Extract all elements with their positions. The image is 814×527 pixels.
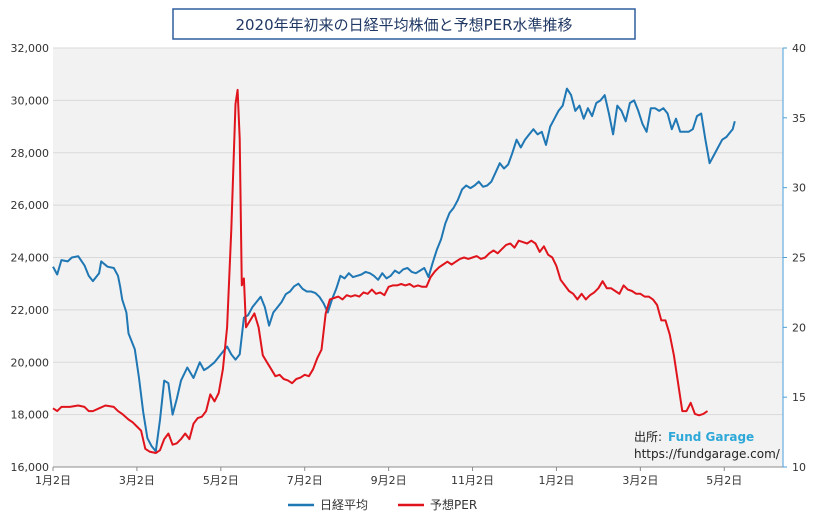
left-tick-label: 24,000	[11, 252, 50, 265]
left-tick-label: 30,000	[11, 94, 50, 107]
right-tick-label: 15	[792, 391, 806, 404]
legend: 日経平均 予想PER	[288, 497, 477, 512]
x-tick-label: 1月2日	[35, 474, 71, 487]
right-tick-label: 35	[792, 112, 806, 125]
right-tick-label: 10	[792, 461, 806, 474]
left-tick-label: 16,000	[11, 461, 50, 474]
chart-title: 2020年年初来の日経平均株価と予想PER水準推移	[235, 16, 572, 34]
source-url: https://fundgarage.com/	[634, 447, 781, 461]
series-lines	[52, 87, 736, 454]
source-annotation: 出所: Fund Garage	[634, 430, 754, 444]
left-tick-label: 26,000	[11, 199, 50, 212]
series-line-per	[52, 88, 709, 454]
left-axis-ticks: 16,000 18,000 20,000 22,000 24,000 26,000 28,0…	[11, 42, 50, 474]
legend-label-nikkei: 日経平均	[320, 498, 368, 512]
right-tick-label: 25	[792, 252, 806, 265]
title-box	[172, 8, 636, 40]
series-line-nikkei	[52, 87, 736, 453]
x-tick-label: 7月2日	[287, 474, 323, 487]
legend-label-per: 予想PER	[430, 497, 477, 512]
left-tick-label: 28,000	[11, 147, 50, 160]
x-axis-ticks: 1月2日 3月2日 5月2日 7月2日 9月2日 11月2日 1月2日 3月2日 5月2日	[35, 467, 742, 487]
x-tick-label: 1月2日	[538, 474, 574, 487]
right-tick-label: 30	[792, 182, 806, 195]
left-tick-label: 22,000	[11, 304, 50, 317]
x-tick-label: 5月2日	[706, 474, 742, 487]
x-tick-label: 3月2日	[622, 474, 658, 487]
right-tick-label: 20	[792, 321, 806, 334]
x-tick-label: 5月2日	[203, 474, 239, 487]
x-tick-label: 3月2日	[119, 474, 155, 487]
right-tick-label: 40	[792, 42, 806, 55]
left-tick-label: 18,000	[11, 409, 50, 422]
left-tick-label: 20,000	[11, 356, 50, 369]
left-tick-label: 32,000	[11, 42, 50, 55]
source-prefix: 出所:	[634, 430, 662, 444]
x-tick-label: 11月2日	[451, 474, 494, 487]
source-brand: Fund Garage	[668, 430, 754, 444]
x-tick-label: 9月2日	[371, 474, 407, 487]
right-axis-ticks: 10 15 20 25 30 35 40	[783, 42, 806, 474]
